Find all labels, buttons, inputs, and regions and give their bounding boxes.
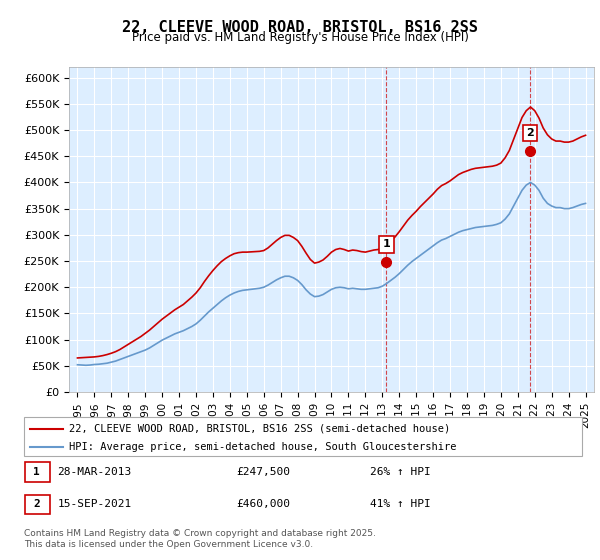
Text: 1: 1 bbox=[34, 467, 40, 477]
Text: £247,500: £247,500 bbox=[236, 467, 290, 477]
Text: 41% ↑ HPI: 41% ↑ HPI bbox=[370, 500, 431, 509]
Text: 1: 1 bbox=[382, 239, 390, 249]
Text: Contains HM Land Registry data © Crown copyright and database right 2025.
This d: Contains HM Land Registry data © Crown c… bbox=[24, 529, 376, 549]
Text: 26% ↑ HPI: 26% ↑ HPI bbox=[370, 467, 431, 477]
FancyBboxPatch shape bbox=[25, 494, 50, 514]
Text: 2: 2 bbox=[526, 128, 533, 138]
Text: 15-SEP-2021: 15-SEP-2021 bbox=[58, 500, 132, 509]
Text: HPI: Average price, semi-detached house, South Gloucestershire: HPI: Average price, semi-detached house,… bbox=[68, 442, 456, 451]
Text: 22, CLEEVE WOOD ROAD, BRISTOL, BS16 2SS (semi-detached house): 22, CLEEVE WOOD ROAD, BRISTOL, BS16 2SS … bbox=[68, 424, 450, 434]
Text: Price paid vs. HM Land Registry's House Price Index (HPI): Price paid vs. HM Land Registry's House … bbox=[131, 31, 469, 44]
FancyBboxPatch shape bbox=[25, 463, 50, 482]
FancyBboxPatch shape bbox=[24, 417, 582, 456]
Text: 2: 2 bbox=[34, 500, 40, 509]
Text: £460,000: £460,000 bbox=[236, 500, 290, 509]
Text: 22, CLEEVE WOOD ROAD, BRISTOL, BS16 2SS: 22, CLEEVE WOOD ROAD, BRISTOL, BS16 2SS bbox=[122, 20, 478, 35]
Text: 28-MAR-2013: 28-MAR-2013 bbox=[58, 467, 132, 477]
